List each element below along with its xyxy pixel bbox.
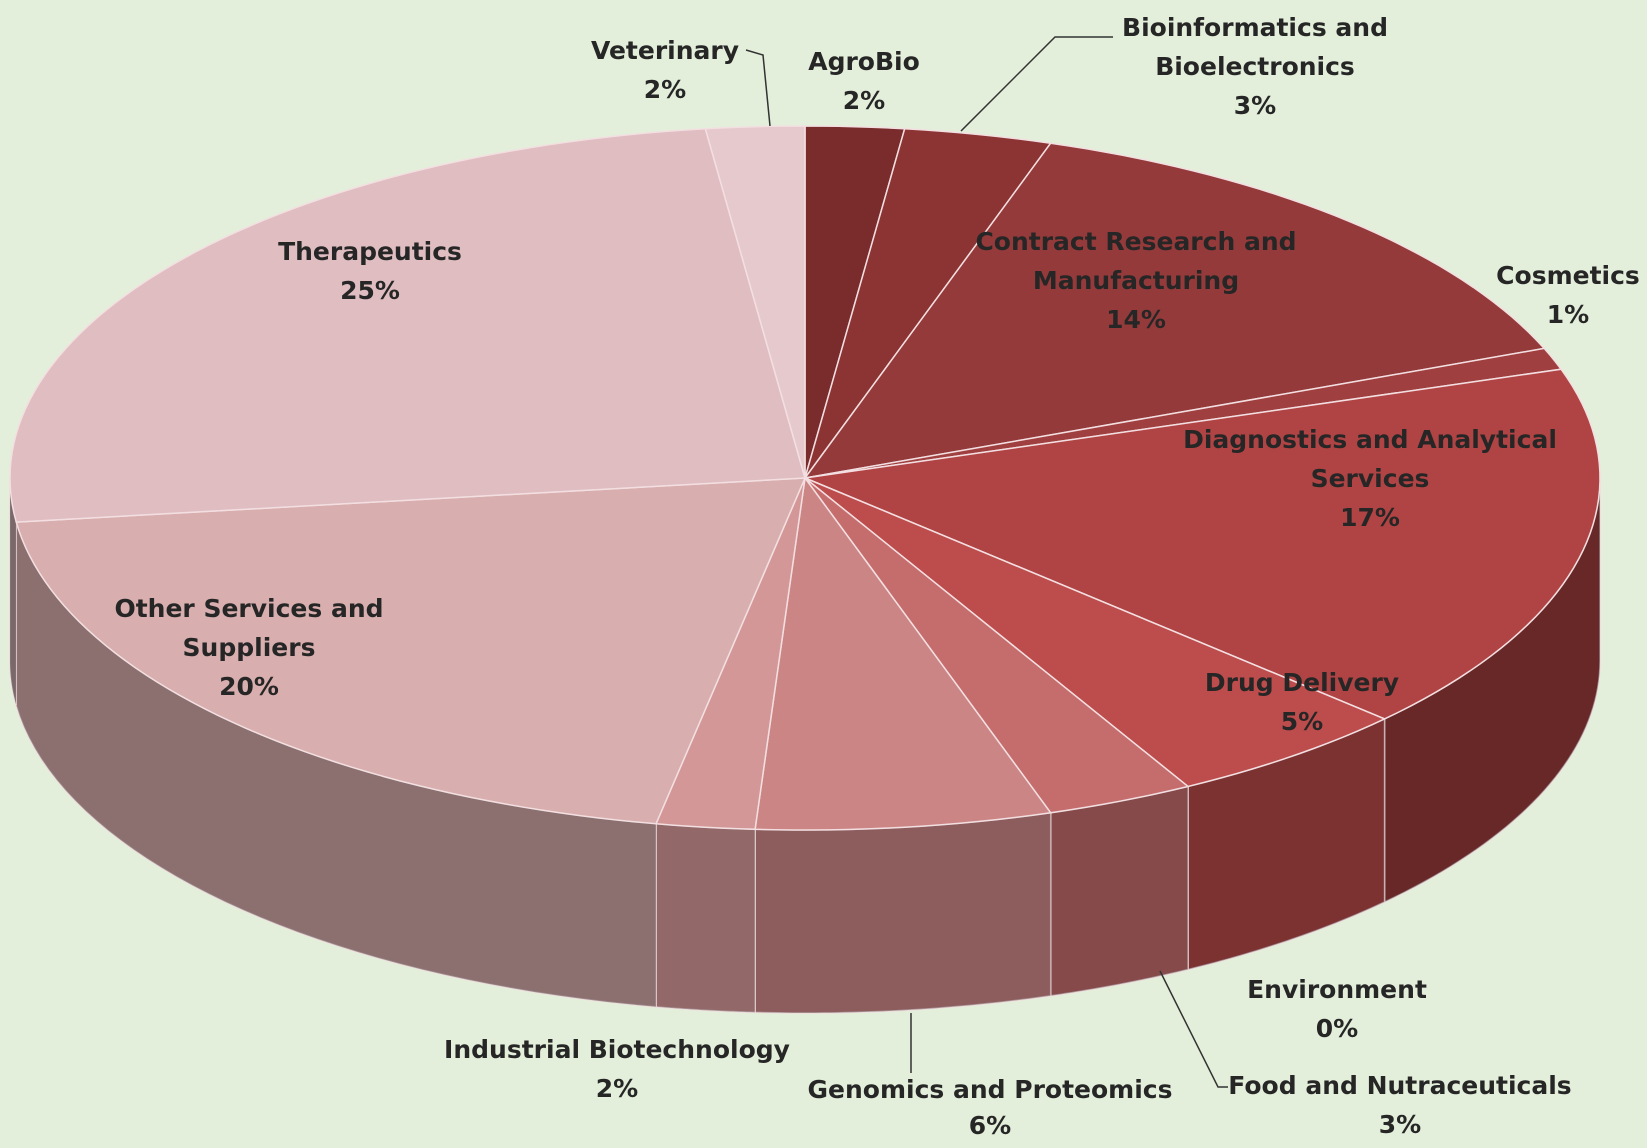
value-label: 2% xyxy=(842,86,886,115)
value-label: 2% xyxy=(595,1074,639,1103)
leader-line xyxy=(960,36,1113,132)
category-label: AgroBio xyxy=(808,47,920,76)
data-label: Other Services and Suppliers 20% xyxy=(99,589,399,706)
data-label: Environment 0% xyxy=(1247,970,1427,1048)
data-label: Bioinformatics and Bioelectronics 3% xyxy=(1095,8,1415,125)
slice-side-shade xyxy=(656,823,756,1013)
data-label: Industrial Biotechnology 2% xyxy=(444,1030,790,1108)
data-label: Diagnostics and Analytical Services 17% xyxy=(1170,420,1570,537)
value-label: 2% xyxy=(643,75,687,104)
category-label: Diagnostics and Analytical Services xyxy=(1183,425,1557,493)
value-label: 14% xyxy=(1106,305,1166,334)
value-label: 0% xyxy=(1315,1014,1359,1043)
slice xyxy=(9,127,806,523)
category-label: Drug Delivery xyxy=(1204,668,1400,697)
category-label: Bioinformatics and Bioelectronics xyxy=(1122,13,1388,81)
category-label: Environment xyxy=(1247,975,1427,1004)
slice-side-shade xyxy=(16,522,657,1007)
category-label: Veterinary xyxy=(590,36,740,65)
value-label: 1% xyxy=(1546,300,1590,329)
data-label: Food and Nutraceuticals 3% xyxy=(1228,1066,1571,1144)
leader-line xyxy=(745,49,771,127)
slice xyxy=(804,477,1190,814)
slice-side-shade xyxy=(10,478,17,706)
category-label: Contract Research and Manufacturing xyxy=(975,227,1297,295)
leader-line xyxy=(1159,970,1228,1088)
value-label: 3% xyxy=(1233,91,1277,120)
value-label: 3% xyxy=(1378,1110,1422,1139)
slice xyxy=(704,125,806,479)
value-label: 17% xyxy=(1340,503,1400,532)
slice xyxy=(804,477,1387,788)
data-label: Drug Delivery 5% xyxy=(1205,663,1399,741)
slice-side-shade xyxy=(755,812,1051,1013)
data-label: Veterinary 2% xyxy=(591,31,739,109)
slice-side-shade xyxy=(1384,478,1600,902)
category-label: Genomics and Proteomics xyxy=(807,1075,1173,1104)
data-label: Genomics and Proteomics 6% xyxy=(808,1072,1173,1144)
category-label: Industrial Biotechnology xyxy=(444,1035,790,1064)
data-label: Contract Research and Manufacturing 14% xyxy=(961,222,1311,339)
slice xyxy=(802,368,1601,720)
category-label: Other Services and Suppliers xyxy=(114,594,384,662)
slice xyxy=(804,127,1053,479)
slice xyxy=(803,142,1546,480)
category-label: Food and Nutraceuticals xyxy=(1228,1071,1572,1100)
data-label: AgroBio 2% xyxy=(808,42,920,120)
slice xyxy=(754,476,1053,831)
category-label: Therapeutics xyxy=(278,237,462,266)
data-label: Cosmetics 1% xyxy=(1496,256,1640,334)
slice xyxy=(15,477,807,825)
slice-side-shade xyxy=(1187,718,1385,970)
value-label: 6% xyxy=(968,1111,1012,1140)
data-label: Therapeutics 25% xyxy=(278,232,462,310)
value-label: 5% xyxy=(1280,707,1324,736)
category-label: Cosmetics xyxy=(1496,261,1640,290)
value-label: 25% xyxy=(340,276,400,305)
value-label: 20% xyxy=(219,672,279,701)
slice-side-shade xyxy=(1050,786,1188,996)
